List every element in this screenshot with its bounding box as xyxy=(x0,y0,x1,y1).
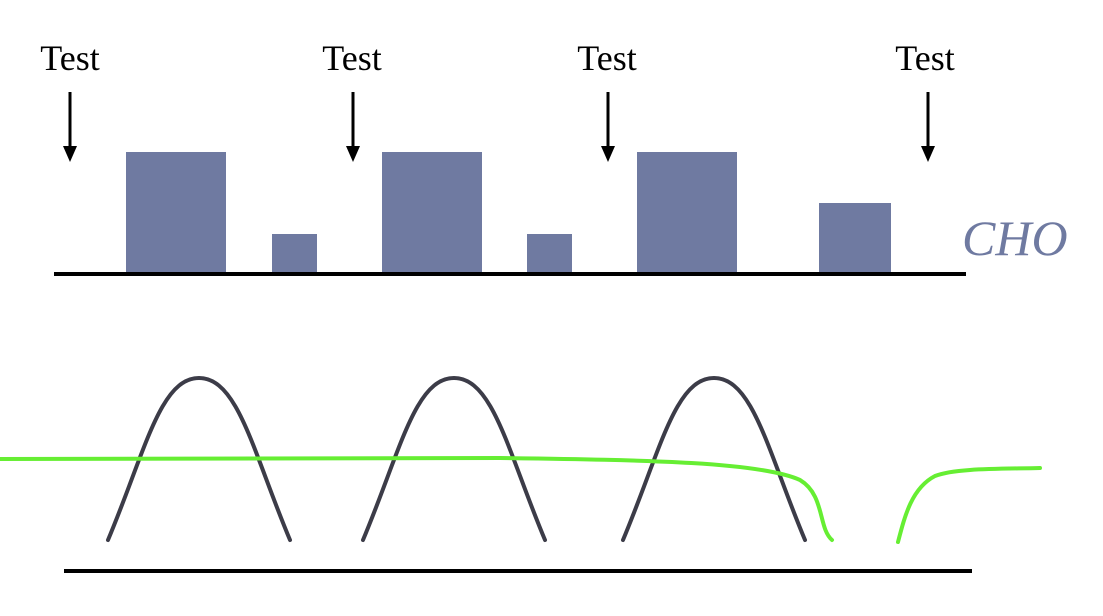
peak-curve-2 xyxy=(361,375,547,542)
cho-bars xyxy=(126,152,891,273)
test-label-1: Test xyxy=(40,38,100,78)
cho-bar-6 xyxy=(819,203,891,273)
cho-bar-3 xyxy=(382,152,482,273)
green-curve-main xyxy=(0,455,834,542)
cho-bar-5 xyxy=(637,152,737,273)
green-curve-recovery xyxy=(896,466,1042,544)
test-arrows xyxy=(63,92,935,162)
test-arrowhead-2 xyxy=(346,146,360,162)
test-label-2: Test xyxy=(322,38,382,78)
cho-bar-2 xyxy=(272,234,317,273)
test-label-3: Test xyxy=(577,38,637,78)
cho-bar-1 xyxy=(126,152,226,273)
test-label-4: Test xyxy=(895,38,955,78)
cho-label: CHO xyxy=(962,210,1068,266)
green-curve xyxy=(0,455,1042,544)
peak-curve-3 xyxy=(621,375,807,542)
test-arrowhead-4 xyxy=(921,146,935,162)
test-arrowhead-1 xyxy=(63,146,77,162)
peak-curves xyxy=(106,375,807,542)
peak-curve-1 xyxy=(106,375,292,542)
test-arrowhead-3 xyxy=(601,146,615,162)
cho-bar-4 xyxy=(527,234,572,273)
